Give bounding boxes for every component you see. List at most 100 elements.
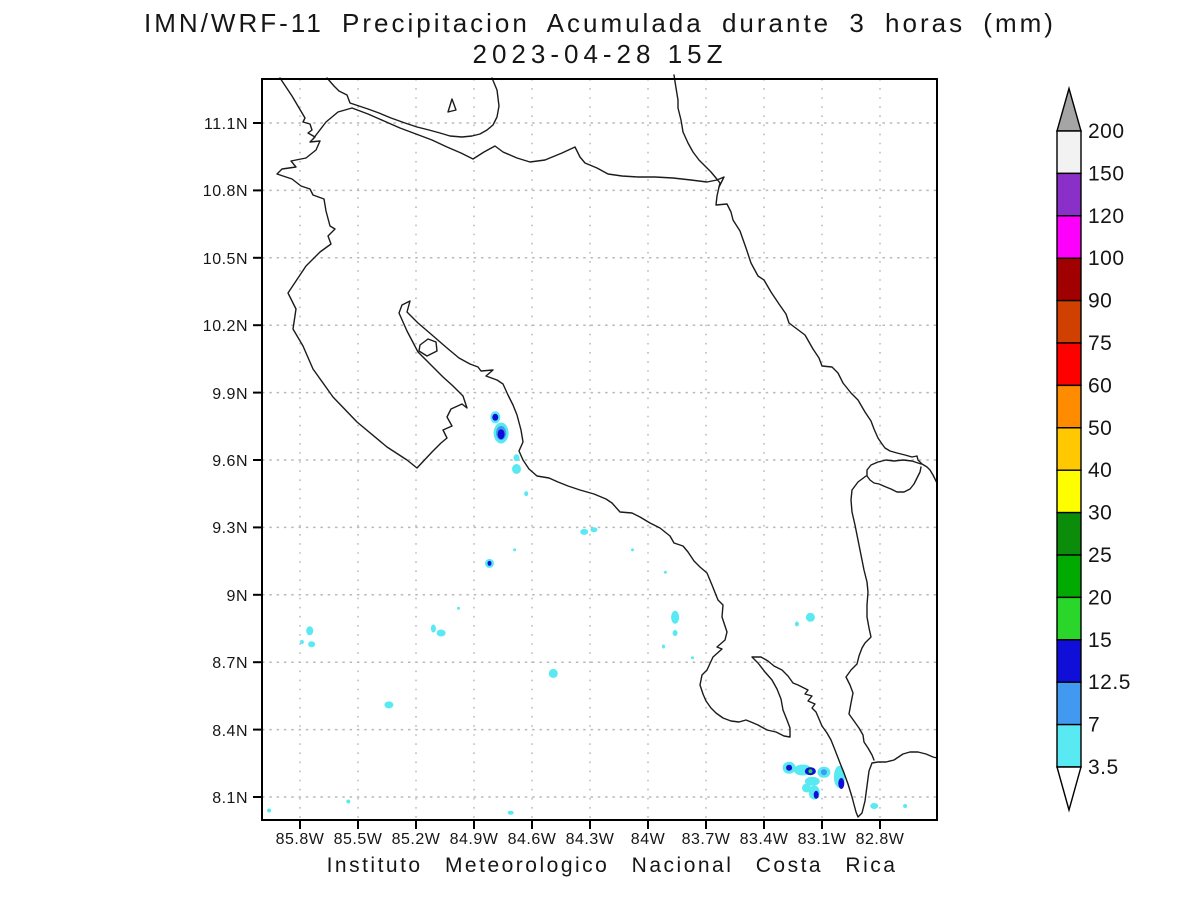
colorbar-cell	[1056, 130, 1082, 175]
precip-spot	[590, 527, 598, 533]
colorbar-label: 30	[1088, 502, 1112, 525]
lat-tick-label: 8.4N	[212, 723, 248, 740]
precip-spot	[524, 491, 529, 497]
colorbar-cell	[1056, 469, 1082, 514]
colorbar-cell	[1056, 215, 1082, 259]
precip-spot	[691, 656, 694, 660]
colorbar-cell	[1056, 342, 1082, 387]
precip-spot	[346, 799, 351, 804]
colorbar-cell	[1056, 554, 1082, 599]
colorbar-cell	[1056, 172, 1082, 217]
chart-title: IMN/WRF-11 Precipitacion Acumulada duran…	[144, 8, 1056, 38]
precip-spot	[802, 783, 811, 793]
coastline-lake-nicaragua	[326, 77, 500, 138]
colorbar-label: 90	[1088, 290, 1112, 313]
coastline-pacific	[276, 77, 938, 818]
colorbar-label: 40	[1088, 459, 1112, 482]
chira-island	[418, 338, 438, 357]
colorbar-label: 100	[1088, 247, 1125, 270]
lat-tick-label: 9.3N	[212, 520, 248, 537]
lon-tick-label: 83.4W	[740, 831, 789, 848]
colorbar-label: 200	[1088, 120, 1125, 143]
colorbar-cell	[1056, 639, 1082, 683]
precip-spot	[903, 804, 908, 808]
map-frame	[261, 78, 938, 821]
lon-tick-label: 83.7W	[682, 831, 731, 848]
precip-spot	[808, 769, 813, 774]
colorbar-cell	[1056, 723, 1082, 768]
precip-spot	[507, 810, 514, 815]
precip-spot	[306, 626, 314, 636]
colorbar-label: 120	[1088, 205, 1125, 228]
precip-spot	[430, 624, 436, 633]
precip-spot	[820, 769, 827, 776]
precip-spot	[786, 764, 793, 771]
colorbar-cell	[1056, 427, 1082, 471]
precip-spot	[267, 808, 272, 813]
colorbar-top-arrow	[1056, 85, 1082, 132]
precip-spot	[308, 641, 316, 648]
colorbar-label: 12.5	[1088, 671, 1131, 694]
precip-spot	[631, 548, 634, 552]
lon-axis: 85.8W 85.5W 85.2W 84.9W 84.6W 84.3W 84W …	[276, 831, 905, 848]
precip-spot	[662, 644, 665, 649]
colorbar-cell	[1056, 299, 1082, 344]
precip-spot	[580, 528, 589, 535]
colorbar-cell	[1056, 384, 1082, 429]
precip-spot	[813, 790, 819, 799]
lon-tick-label: 84.3W	[566, 831, 615, 848]
precip-spot	[436, 629, 446, 637]
precip-spot	[671, 610, 680, 624]
precip-spot	[804, 776, 820, 786]
lat-tick-label: 9.6N	[212, 453, 248, 470]
lon-tick-label: 85.2W	[392, 831, 441, 848]
precip-spot	[548, 668, 558, 678]
lat-tick-label: 10.5N	[203, 251, 248, 268]
precip-spot	[663, 570, 667, 574]
colorbar-label: 150	[1088, 162, 1125, 185]
colorbar-label: 15	[1088, 629, 1112, 652]
lat-tick-label: 8.1N	[212, 790, 248, 807]
colorbar-cell	[1056, 596, 1082, 641]
colorbar-label: 20	[1088, 586, 1112, 609]
colorbar-label: 3.5	[1088, 756, 1119, 779]
precip-spot	[512, 464, 521, 474]
precip-spot	[838, 778, 845, 789]
colorbar-cell	[1056, 511, 1082, 556]
lat-axis: 11.1N 10.8N 10.5N 10.2N 9.9N 9.6N 9.3N 9…	[203, 116, 248, 807]
lon-tick-label: 83.1W	[798, 831, 847, 848]
axis-tick-layer	[253, 122, 881, 829]
colorbar-label: 75	[1088, 332, 1112, 355]
lon-tick-label: 84.6W	[508, 831, 557, 848]
colorbar-bottom-arrow	[1056, 766, 1082, 813]
colorbar-label: 60	[1088, 374, 1112, 397]
precip-spot	[672, 630, 678, 636]
colorbar-label: 25	[1088, 544, 1112, 567]
lat-tick-label: 9.9N	[212, 386, 248, 403]
coastline-caribbean	[673, 74, 938, 484]
precip-spot	[384, 701, 394, 709]
precip-spot	[457, 606, 460, 610]
footer-credit: Instituto Meteorologico Nacional Costa R…	[327, 854, 898, 877]
precip-spot	[497, 429, 505, 440]
lon-tick-label: 82.8W	[856, 831, 905, 848]
lake-island	[447, 98, 457, 113]
lon-tick-label: 85.8W	[276, 831, 325, 848]
grid-layer	[262, 79, 937, 820]
colorbar-label: 50	[1088, 417, 1112, 440]
colorbar-cell	[1056, 257, 1082, 302]
lat-tick-label: 9N	[227, 588, 248, 605]
colorbar-label: 7	[1088, 714, 1100, 737]
lon-tick-label: 85.5W	[334, 831, 383, 848]
precip-spot	[513, 454, 520, 462]
lat-tick-label: 10.2N	[203, 318, 248, 335]
precipitation-layer	[267, 411, 908, 815]
lat-tick-label: 8.7N	[212, 655, 248, 672]
colorbar-cell	[1056, 681, 1082, 726]
precip-spot	[299, 640, 304, 644]
lon-tick-label: 84.9W	[450, 831, 499, 848]
lat-tick-label: 10.8N	[203, 183, 248, 200]
lat-tick-label: 11.1N	[204, 116, 248, 133]
